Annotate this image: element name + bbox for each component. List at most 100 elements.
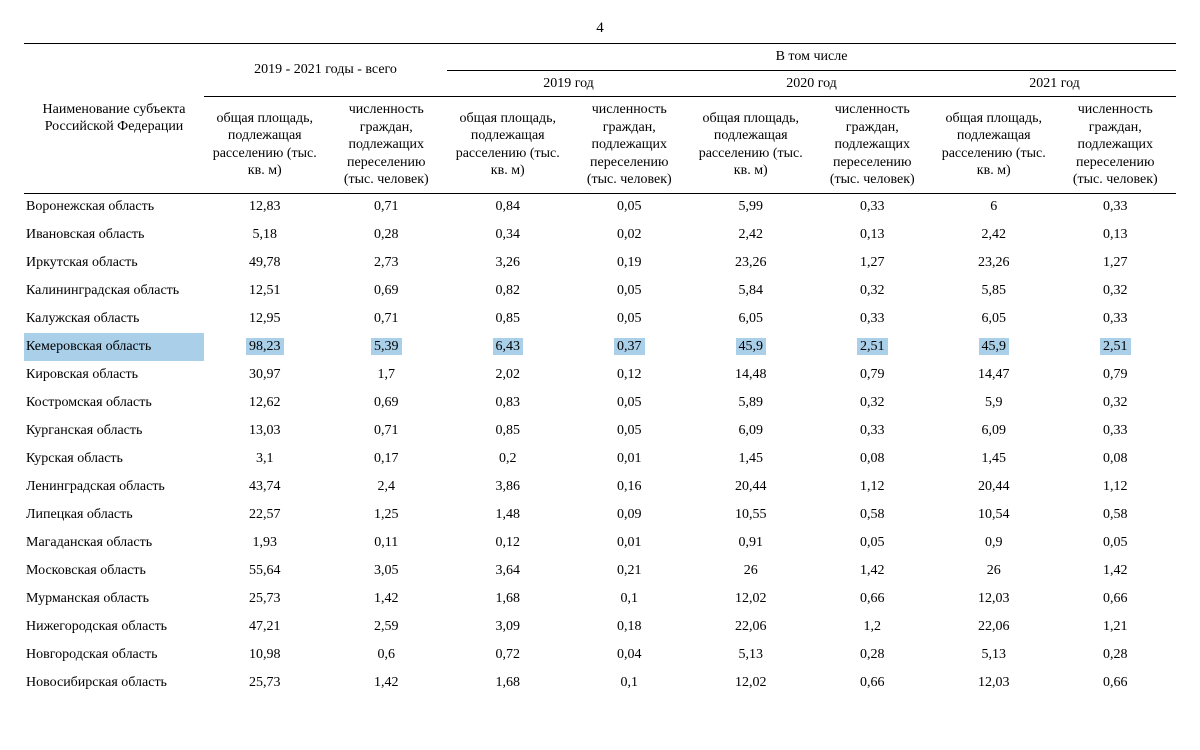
data-cell: 0,66 [812,585,934,613]
data-cell: 26 [690,557,812,585]
data-cell: 1,27 [812,249,934,277]
data-cell: 1,2 [812,613,934,641]
data-cell: 3,26 [447,249,569,277]
data-cell: 3,64 [447,557,569,585]
data-cell: 10,98 [204,641,326,669]
data-cell: 0,9 [933,529,1055,557]
data-cell: 20,44 [690,473,812,501]
data-cell: 5,13 [690,641,812,669]
data-cell: 0,33 [1055,417,1177,445]
data-cell: 1,27 [1055,249,1177,277]
table-header: Наименование субъекта Российской Федерац… [24,44,1176,194]
data-cell: 3,09 [447,613,569,641]
table-body: Воронежская область12,830,710,840,055,99… [24,193,1176,697]
region-name: Кемеровская область [24,333,204,361]
region-name: Новосибирская область [24,669,204,697]
table-row: Новосибирская область25,731,421,680,112,… [24,669,1176,697]
data-cell: 0,33 [1055,193,1177,221]
data-cell: 0,17 [326,445,448,473]
header-area-2019: общая площадь, подлежащая расселению (ты… [447,97,569,194]
table-row: Ленинградская область43,742,43,860,1620,… [24,473,1176,501]
data-cell: 2,59 [326,613,448,641]
table-row: Московская область55,643,053,640,21261,4… [24,557,1176,585]
data-cell: 0,05 [569,305,691,333]
header-year-2019: 2019 год [447,70,690,97]
data-cell: 5,89 [690,389,812,417]
data-cell: 1,93 [204,529,326,557]
data-cell: 22,57 [204,501,326,529]
data-cell: 0,79 [812,361,934,389]
data-cell: 49,78 [204,249,326,277]
data-cell: 0,05 [812,529,934,557]
data-cell: 0,08 [812,445,934,473]
data-cell: 0,05 [1055,529,1177,557]
data-cell: 5,39 [326,333,448,361]
data-cell: 0,32 [1055,277,1177,305]
data-cell: 1,68 [447,669,569,697]
data-cell: 0,01 [569,529,691,557]
data-cell: 0,1 [569,669,691,697]
data-cell: 1,42 [1055,557,1177,585]
data-cell: 47,21 [204,613,326,641]
table-row: Костромская область12,620,690,830,055,89… [24,389,1176,417]
data-cell: 5,18 [204,221,326,249]
data-cell: 0,05 [569,417,691,445]
data-cell: 0,19 [569,249,691,277]
data-cell: 23,26 [933,249,1055,277]
region-name: Иркутская область [24,249,204,277]
data-cell: 0,16 [569,473,691,501]
data-cell: 12,02 [690,585,812,613]
data-cell: 12,03 [933,585,1055,613]
data-cell: 14,48 [690,361,812,389]
data-cell: 2,51 [1055,333,1177,361]
region-name: Новгородская область [24,641,204,669]
data-cell: 0,01 [569,445,691,473]
data-cell: 6,43 [447,333,569,361]
header-area-2020: общая площадь, подлежащая расселению (ты… [690,97,812,194]
data-cell: 0,05 [569,389,691,417]
data-cell: 0,71 [326,305,448,333]
page-number: 4 [24,20,1176,37]
data-cell: 1,7 [326,361,448,389]
data-cell: 13,03 [204,417,326,445]
header-name: Наименование субъекта Российской Федерац… [24,44,204,194]
table-row: Липецкая область22,571,251,480,0910,550,… [24,501,1176,529]
data-cell: 0,66 [812,669,934,697]
data-cell: 2,4 [326,473,448,501]
data-cell: 5,84 [690,277,812,305]
header-area-2021: общая площадь, подлежащая расселению (ты… [933,97,1055,194]
region-name: Курганская область [24,417,204,445]
data-cell: 2,42 [933,221,1055,249]
table-row: Иркутская область49,782,733,260,1923,261… [24,249,1176,277]
data-cell: 0,33 [812,417,934,445]
data-cell: 5,9 [933,389,1055,417]
data-cell: 12,83 [204,193,326,221]
data-cell: 0,05 [569,193,691,221]
data-cell: 1,42 [326,585,448,613]
data-cell: 12,95 [204,305,326,333]
region-name: Нижегородская область [24,613,204,641]
data-cell: 5,85 [933,277,1055,305]
data-cell: 12,51 [204,277,326,305]
table-row: Калининградская область12,510,690,820,05… [24,277,1176,305]
table-row: Кировская область30,971,72,020,1214,480,… [24,361,1176,389]
data-cell: 1,25 [326,501,448,529]
data-cell: 1,68 [447,585,569,613]
region-name: Магаданская область [24,529,204,557]
data-cell: 43,74 [204,473,326,501]
header-including: В том числе [447,44,1176,71]
region-name: Мурманская область [24,585,204,613]
data-cell: 3,05 [326,557,448,585]
data-cell: 0,11 [326,529,448,557]
data-cell: 6 [933,193,1055,221]
header-year-2021: 2021 год [933,70,1176,97]
data-cell: 20,44 [933,473,1055,501]
table-row: Новгородская область10,980,60,720,045,13… [24,641,1176,669]
data-cell: 0,28 [812,641,934,669]
table-row: Кемеровская область98,235,396,430,3745,9… [24,333,1176,361]
data-cell: 0,91 [690,529,812,557]
data-cell: 22,06 [933,613,1055,641]
data-cell: 0,18 [569,613,691,641]
table-row: Мурманская область25,731,421,680,112,020… [24,585,1176,613]
data-cell: 0,72 [447,641,569,669]
